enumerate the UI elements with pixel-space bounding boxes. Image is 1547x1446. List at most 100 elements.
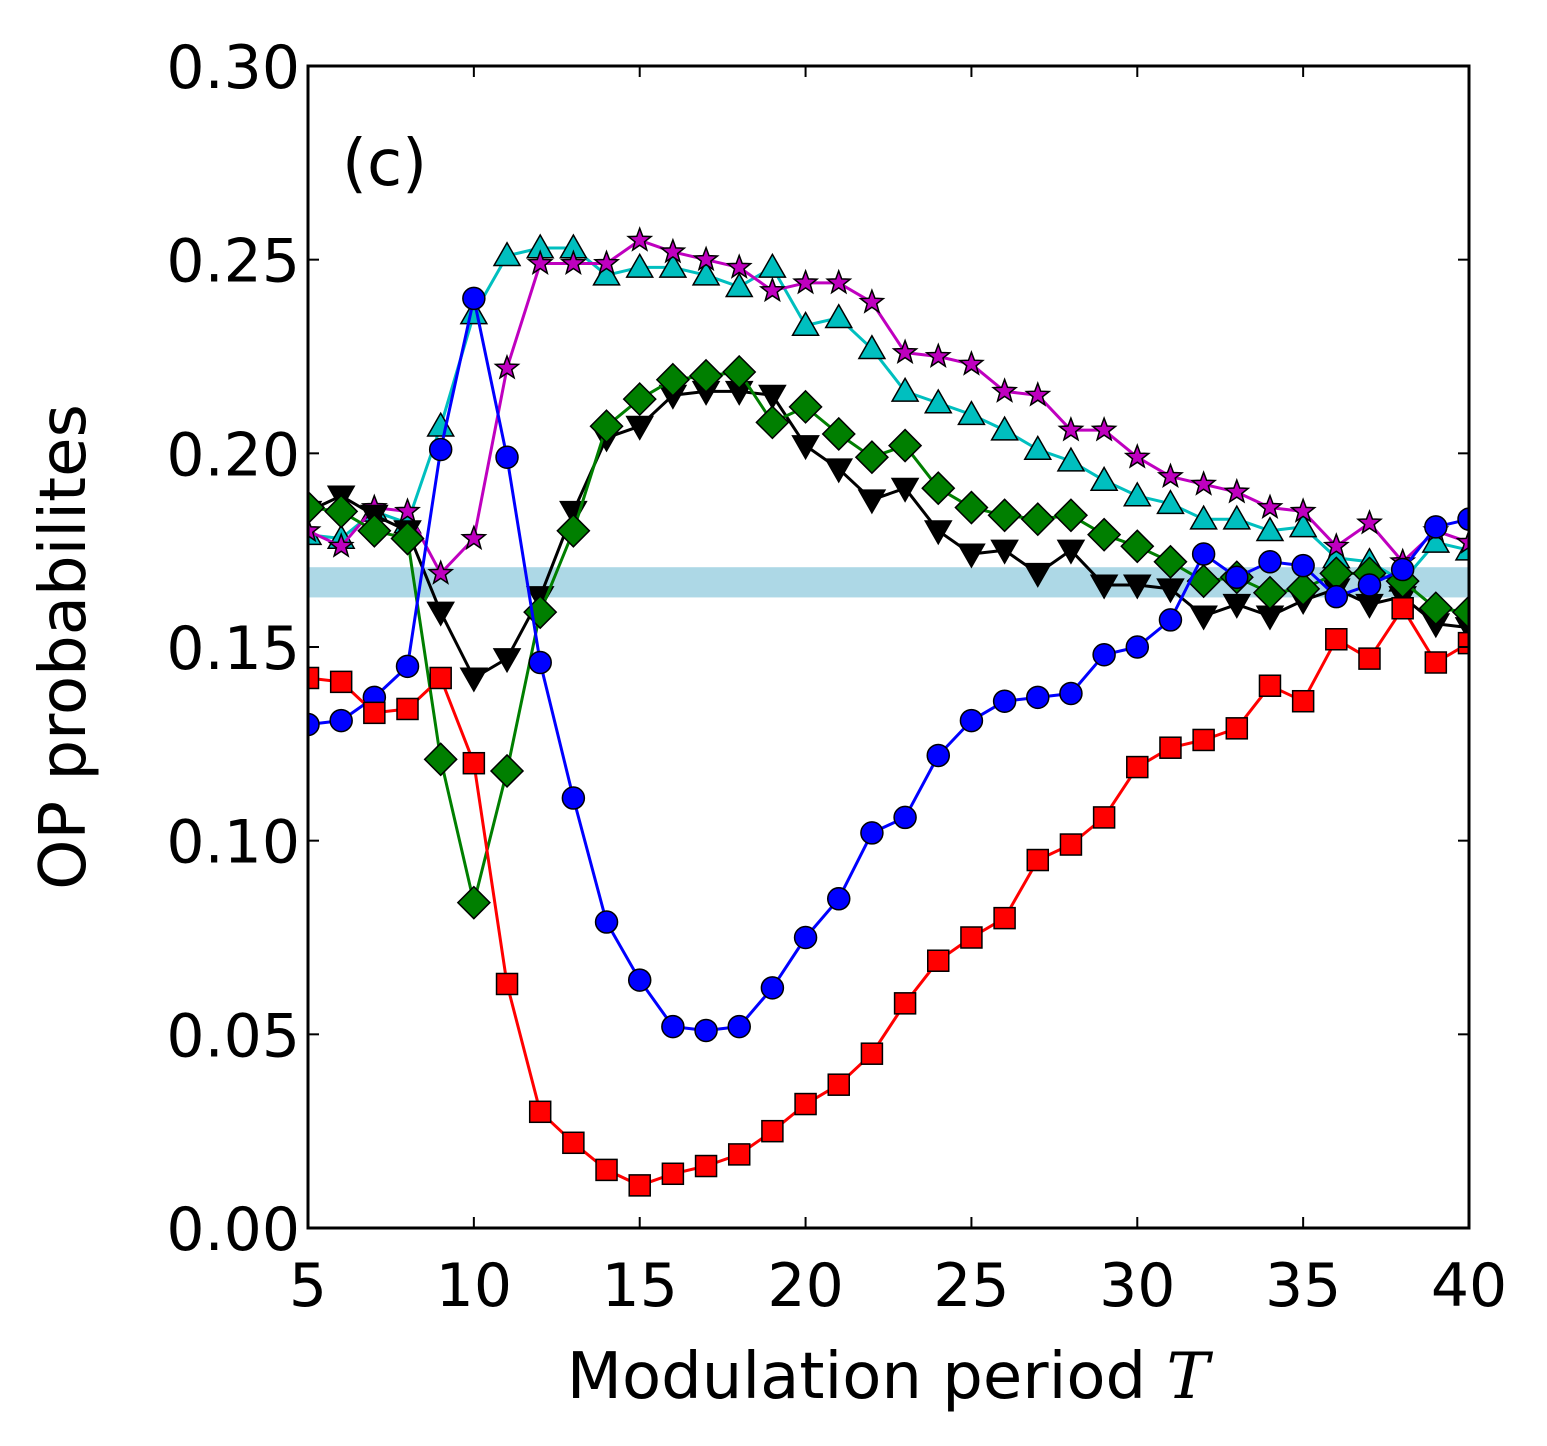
data-point (1023, 434, 1053, 460)
data-point (1024, 381, 1052, 407)
data-point (627, 968, 652, 992)
y-tick-label: 0.15 (166, 614, 300, 684)
data-point (1457, 631, 1469, 655)
data-point (528, 1100, 552, 1124)
data-point (694, 1154, 718, 1178)
data-point (426, 601, 455, 627)
data-point (888, 428, 923, 463)
data-point (1451, 595, 1469, 630)
data-point (857, 334, 887, 360)
data-point (329, 708, 353, 733)
data-point (987, 498, 1022, 533)
data-point (1256, 493, 1284, 520)
data-point (427, 559, 455, 585)
data-point (429, 666, 452, 690)
y-tick-labels: 0.00 0.05 0.10 0.15 0.20 0.25 0.30 (166, 33, 300, 1265)
data-point (724, 272, 754, 298)
data-point (824, 303, 854, 329)
x-tick-label: 25 (933, 1251, 1009, 1321)
data-point (758, 276, 786, 303)
data-point (1189, 504, 1218, 530)
data-point (725, 253, 753, 279)
data-point (460, 524, 488, 551)
data-point (793, 925, 818, 950)
data-point (655, 362, 690, 397)
data-point (1390, 557, 1415, 582)
data-point (959, 708, 984, 733)
x-tick-label: 35 (1265, 1251, 1341, 1321)
data-point (990, 539, 1019, 565)
data-point (794, 1092, 817, 1116)
data-point (1255, 516, 1285, 542)
data-point (659, 237, 687, 264)
data-point (526, 249, 554, 275)
data-point (1189, 605, 1218, 631)
data-point (857, 489, 887, 515)
data-point (890, 376, 920, 402)
data-point (1089, 465, 1119, 491)
data-point (1120, 529, 1155, 564)
data-point (327, 532, 355, 558)
data-point (1053, 498, 1089, 533)
data-point (923, 388, 953, 414)
data-point (921, 471, 956, 506)
x-tick-label: 30 (1099, 1251, 1175, 1321)
data-point (692, 245, 720, 272)
data-point (1092, 806, 1116, 829)
series-layer (308, 226, 1469, 1197)
data-point (992, 689, 1017, 713)
data-point (1325, 628, 1348, 651)
data-point (1252, 575, 1288, 610)
data-point (1159, 736, 1182, 759)
data-point (363, 701, 386, 725)
data-point (1090, 415, 1118, 442)
x-axis-title-variable: T (1167, 1340, 1214, 1414)
data-point (308, 712, 320, 737)
data-point (1122, 481, 1152, 507)
data-point (890, 477, 920, 503)
data-point (1056, 446, 1086, 472)
data-point (1026, 685, 1050, 710)
data-point (456, 885, 491, 920)
tick-marks (307, 65, 1470, 1229)
data-point (1357, 573, 1382, 597)
x-tick-label: 5 (289, 1251, 327, 1321)
data-point (954, 490, 989, 525)
data-point (821, 416, 856, 452)
data-point (1192, 728, 1215, 752)
data-point (760, 976, 785, 1000)
data-point (960, 926, 983, 949)
data-point (661, 1014, 685, 1039)
data-point (1225, 565, 1249, 590)
data-point (589, 409, 624, 444)
data-point (622, 382, 657, 417)
data-point (926, 743, 951, 768)
data-point (1222, 504, 1252, 530)
data-point (990, 415, 1019, 441)
data-point (825, 268, 853, 295)
data-point (1286, 571, 1321, 606)
data-point (727, 1014, 751, 1039)
data-point (626, 226, 654, 252)
data-point (957, 400, 986, 426)
data-point (1418, 591, 1453, 626)
data-point (788, 389, 823, 424)
data-point (1223, 477, 1251, 504)
data-point (308, 666, 320, 690)
data-point (1122, 574, 1152, 600)
data-point (462, 751, 486, 775)
series-red-square (308, 597, 1469, 1197)
data-point (661, 1162, 685, 1186)
data-point (1059, 681, 1083, 706)
data-point (688, 358, 724, 393)
data-point (924, 342, 952, 368)
data-point (722, 354, 757, 390)
plot-background (308, 66, 1469, 1228)
data-point (559, 249, 587, 275)
data-point (489, 753, 525, 789)
data-point (1087, 517, 1122, 552)
data-point (357, 513, 392, 548)
data-point (1291, 553, 1315, 578)
data-point (1455, 528, 1469, 554)
